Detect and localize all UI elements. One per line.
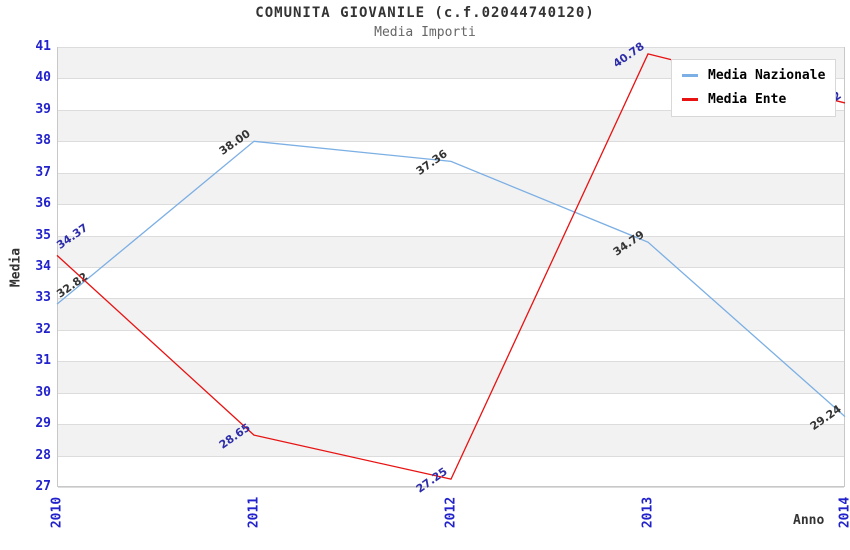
legend-item-media-nazionale: Media Nazionale — [682, 68, 825, 83]
gridline — [58, 392, 844, 394]
plot-band — [58, 361, 844, 393]
gridline — [58, 455, 844, 457]
gridline — [58, 141, 844, 143]
y-tick-label: 27 — [35, 479, 51, 494]
y-tick-label: 28 — [35, 447, 51, 463]
plot-band — [58, 298, 844, 330]
point-label: 32.82 — [54, 270, 90, 301]
gridline — [58, 424, 844, 426]
point-label: 37.36 — [414, 147, 450, 178]
gridline — [58, 267, 844, 268]
y-tick-label: 33 — [35, 290, 51, 306]
point-label: 28.65 — [217, 421, 253, 452]
gridline — [58, 235, 844, 237]
gridline — [58, 109, 844, 111]
plot-band — [58, 235, 844, 267]
series-line-0 — [56, 140, 846, 418]
x-tick-label: 2012 — [443, 496, 459, 529]
y-tick-label: 32 — [35, 321, 51, 337]
x-tick-label: 2010 — [49, 496, 65, 529]
legend-label: Media Ente — [708, 92, 787, 107]
gridline — [58, 298, 844, 300]
x-axis-title: Anno — [793, 513, 825, 528]
gridline — [58, 172, 844, 174]
y-tick-label: 29 — [35, 416, 51, 432]
y-tick-label: 41 — [35, 39, 51, 54]
y-tick-label: 30 — [35, 384, 51, 400]
plot-band — [58, 172, 844, 205]
legend-label: Media Nazionale — [708, 68, 826, 83]
x-tick-label: 2013 — [640, 496, 656, 529]
chart-title: COMUNITA GIOVANILE (c.f.02044740120) — [255, 5, 595, 21]
y-tick-label: 34 — [35, 259, 51, 274]
y-tick-label: 37 — [35, 164, 51, 180]
legend-item-media-ente: Media Ente — [682, 92, 825, 107]
legend: Media Nazionale Media Ente — [671, 59, 837, 117]
gridline — [58, 361, 844, 363]
gridline — [58, 78, 844, 80]
y-tick-label: 39 — [35, 101, 51, 117]
gridline — [58, 204, 844, 206]
y-tick-label: 36 — [35, 196, 51, 212]
gridline — [58, 47, 844, 48]
point-label: 29.24 — [808, 402, 844, 433]
y-tick-label: 38 — [35, 133, 51, 149]
series-line-1 — [56, 53, 846, 480]
x-tick-label: 2014 — [837, 496, 850, 529]
x-tick-label: 2011 — [246, 496, 262, 529]
y-tick-label: 35 — [35, 227, 51, 243]
point-label: 38.00 — [217, 127, 253, 158]
y-tick-label: 40 — [35, 70, 51, 86]
point-label: 40.78 — [611, 40, 647, 71]
ente-line-swatch — [682, 98, 698, 101]
gridline — [58, 487, 844, 488]
chart-subtitle: Media Importi — [374, 25, 476, 40]
gridline — [58, 329, 844, 331]
point-label: 34.79 — [611, 228, 647, 259]
y-tick-label: 31 — [35, 353, 51, 369]
nazionale-line-swatch — [682, 74, 698, 77]
plot-band — [58, 424, 844, 456]
point-label: 34.37 — [54, 221, 90, 252]
